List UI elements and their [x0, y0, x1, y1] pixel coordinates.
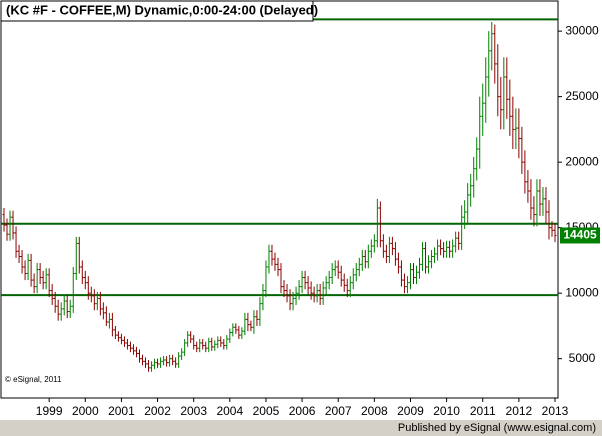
plot-area [0, 0, 559, 399]
y-tick-label: 10000 [565, 285, 599, 299]
x-tick-label: 2009 [397, 404, 424, 418]
x-tick-label: 2008 [361, 404, 388, 418]
copyright: © eSignal, 2011 [5, 375, 62, 384]
x-tick-label: 2010 [433, 404, 460, 418]
x-tick-label: 2000 [72, 404, 99, 418]
x-tick-label: 2013 [542, 404, 569, 418]
x-tick-label: 2003 [180, 404, 207, 418]
x-tick-label: 2011 [470, 404, 496, 418]
last-price-label: 14405 [563, 228, 597, 242]
y-tick-label: 5000 [569, 351, 596, 365]
y-tick-label: 20000 [565, 154, 599, 168]
last-price-box [560, 227, 600, 244]
x-tick-label: 2005 [253, 404, 280, 418]
x-tick-label: 2004 [216, 404, 243, 418]
y-tick-label: 25000 [565, 89, 599, 103]
x-tick-label: 2006 [289, 404, 316, 418]
y-tick-label: 30000 [565, 23, 599, 37]
chart-title: (KC #F - COFFEE,M) Dynamic,0:00-24:00 (D… [6, 2, 318, 17]
footer-bar [0, 420, 602, 436]
footer: Published by eSignal (www.esignal.com) [398, 422, 596, 434]
title-box [0, 0, 314, 22]
x-tick-label: 2002 [144, 404, 171, 418]
x-tick-label: 2001 [108, 404, 135, 418]
x-tick-label: 2007 [325, 404, 352, 418]
x-tick-label: 1999 [36, 404, 63, 418]
x-tick-label: 2012 [506, 404, 533, 418]
